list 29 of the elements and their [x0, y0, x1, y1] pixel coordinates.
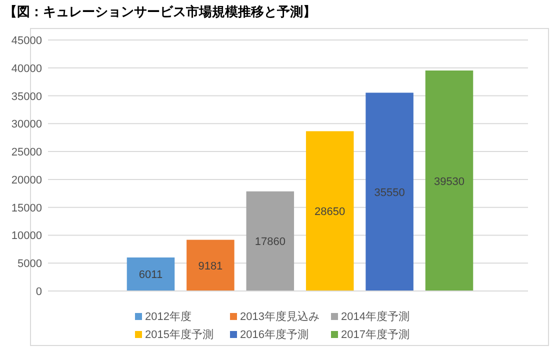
y-tick-label: 5000 — [18, 258, 42, 270]
bar — [366, 92, 414, 291]
y-tick-label: 20000 — [11, 174, 42, 186]
bar — [126, 257, 175, 291]
bar — [306, 131, 354, 291]
data-label: 17860 — [254, 236, 286, 248]
data-label: 35550 — [374, 186, 405, 199]
y-tick-label: 40000 — [11, 62, 42, 75]
legend-label: 2017年度予測 — [341, 328, 410, 341]
chart-title: 【図：キュレーションサービス市場規模推移と予測】 — [4, 4, 316, 19]
y-tick-label: 15000 — [11, 202, 42, 214]
data-label: 6011 — [138, 269, 163, 282]
bar — [186, 240, 234, 291]
legend-label: 2014年度予測 — [341, 310, 410, 323]
y-tick-label: 35000 — [11, 90, 42, 103]
y-tick-label: 10000 — [11, 230, 42, 242]
legend-label: 2016年度予測 — [240, 328, 308, 341]
data-label: 9181 — [198, 260, 223, 272]
legend-label: 2015年度予測 — [145, 328, 214, 341]
y-tick-label: 25000 — [11, 146, 42, 159]
y-tick-label: 0 — [36, 286, 42, 298]
legend-label: 2013年度見込み — [240, 310, 320, 323]
data-label: 28650 — [314, 206, 346, 218]
legend-label: 2012年度 — [145, 310, 192, 323]
y-tick-label: 30000 — [11, 118, 42, 131]
bar — [246, 191, 294, 291]
bar — [425, 70, 474, 291]
data-label: 39530 — [434, 176, 465, 188]
y-tick-label: 45000 — [11, 35, 42, 47]
